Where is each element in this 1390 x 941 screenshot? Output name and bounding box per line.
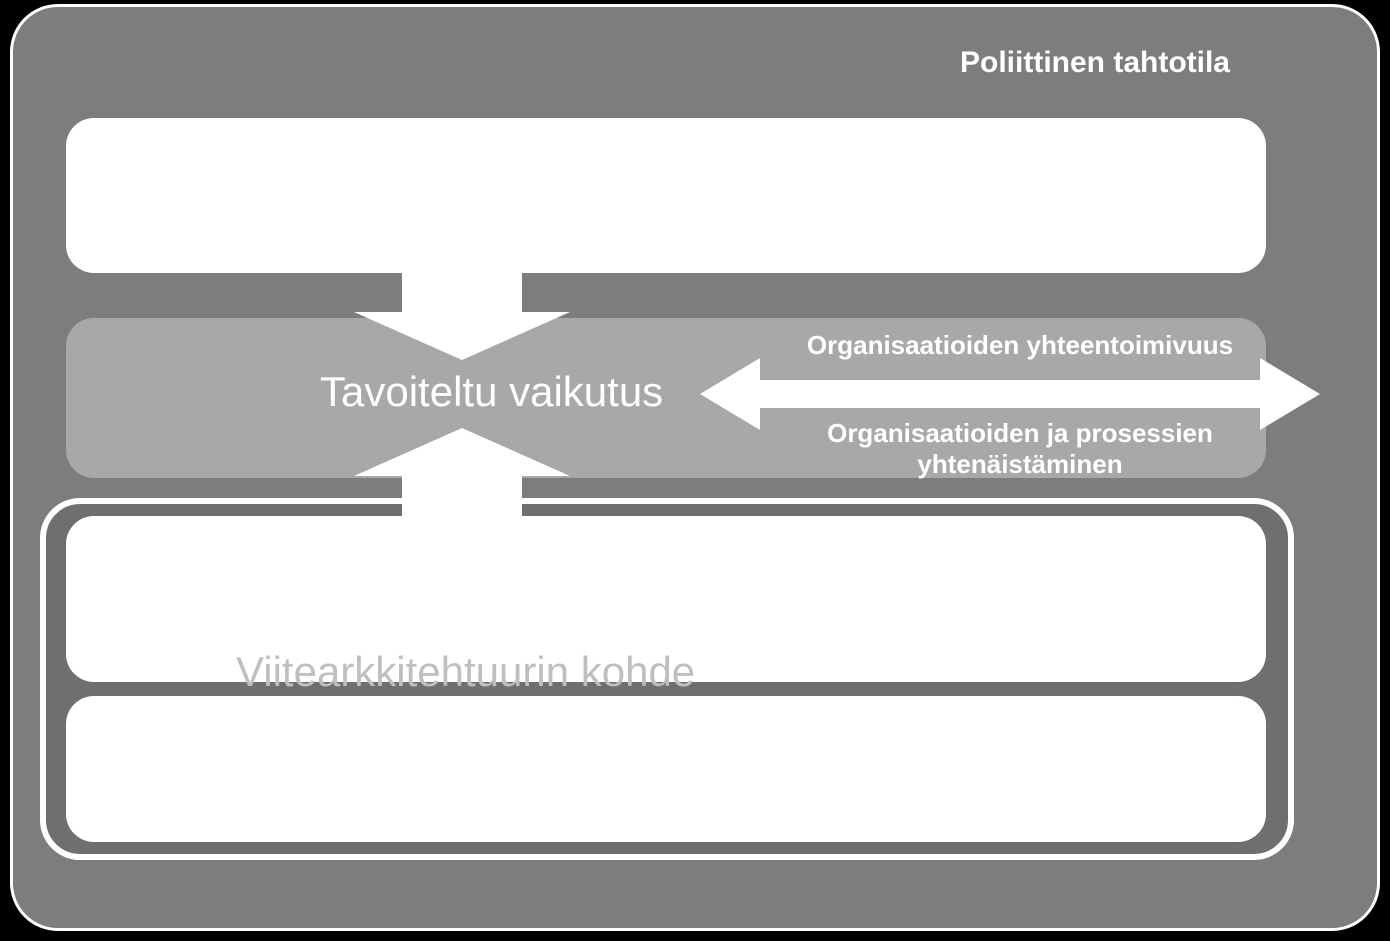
top-white-panel bbox=[66, 118, 1266, 273]
lower-white-panel-2 bbox=[66, 696, 1266, 842]
interop-label-bottom-line2: yhtenäistäminen bbox=[917, 449, 1122, 479]
header-title: Poliittinen tahtotila bbox=[960, 46, 1230, 80]
arrow-up-shape bbox=[354, 428, 570, 540]
arrow-up-icon bbox=[354, 428, 570, 540]
mid-panel-title: Tavoiteltu vaikutus bbox=[320, 368, 663, 416]
interop-label-top: Organisaatioiden yhteentoimivuus bbox=[740, 330, 1300, 361]
interop-label-bottom-line1: Organisaatioiden ja prosessien bbox=[827, 418, 1213, 448]
ghost-text: Viitearkkitehtuurin kohde bbox=[236, 648, 695, 696]
arrow-down-shape bbox=[354, 250, 570, 360]
interop-label-bottom: Organisaatioiden ja prosessien yhtenäist… bbox=[740, 418, 1300, 480]
arrow-down-icon bbox=[354, 250, 570, 360]
